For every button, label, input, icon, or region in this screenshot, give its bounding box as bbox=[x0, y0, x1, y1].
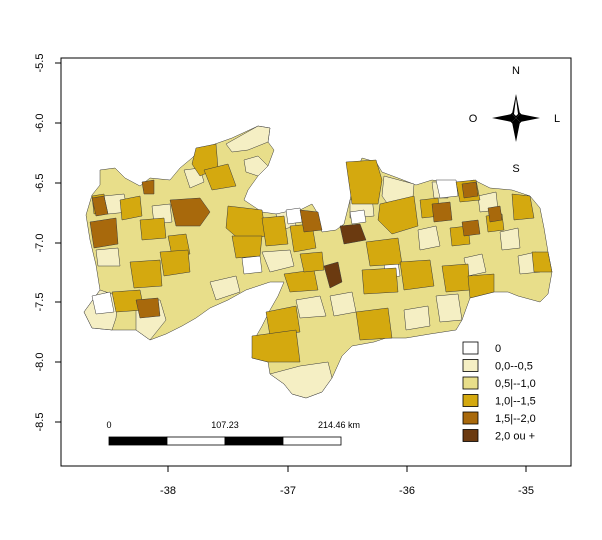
y-axis: -5.5 -6.0 -6.5 -7.0 -7.5 -8.0 -8.5 bbox=[34, 54, 61, 432]
legend-swatch bbox=[462, 376, 479, 390]
legend-swatch bbox=[462, 429, 479, 442]
x-tick-label: -38 bbox=[160, 485, 176, 497]
legend-swatch bbox=[462, 411, 479, 425]
y-tick-label: -5.5 bbox=[34, 54, 46, 73]
y-tick-label: -8.0 bbox=[34, 353, 46, 372]
legend-label: 0,5|--1,0 bbox=[495, 378, 536, 390]
scale-label: 214.46 km bbox=[318, 420, 360, 430]
legend-label: 0,0--0,5 bbox=[495, 361, 533, 373]
y-tick-label: -7.5 bbox=[34, 293, 46, 312]
legend: 0 0,0--0,5 0,5|--1,0 1,0|--1,5 1,5|--2,0 2,0 … bbox=[462, 341, 536, 443]
x-tick-label: -37 bbox=[280, 485, 296, 497]
legend-swatch bbox=[462, 341, 479, 355]
y-tick-label: -6.5 bbox=[34, 174, 46, 193]
compass-east-label: L bbox=[554, 113, 560, 125]
x-axis: -38 -37 -36 -35 bbox=[160, 466, 534, 497]
x-tick-label: -35 bbox=[518, 485, 534, 497]
y-tick-label: -7.0 bbox=[34, 234, 46, 253]
scale-bar: 0 107.23 214.46 km bbox=[106, 420, 360, 446]
compass-north-label: N bbox=[512, 65, 520, 77]
scale-label: 107.23 bbox=[211, 420, 239, 430]
plot-frame bbox=[60, 57, 572, 467]
legend-label: 2,0 ou + bbox=[495, 431, 535, 443]
legend-label: 0 bbox=[495, 343, 501, 355]
compass-rose bbox=[492, 94, 540, 142]
legend-swatch bbox=[462, 394, 479, 407]
x-tick-label: -36 bbox=[399, 485, 415, 497]
compass-south-label: S bbox=[512, 163, 519, 175]
municipality-map bbox=[83, 125, 553, 399]
legend-label: 1,5|--2,0 bbox=[495, 413, 536, 425]
legend-swatch bbox=[462, 359, 479, 372]
compass-west-label: O bbox=[469, 113, 478, 125]
y-tick-label: -8.5 bbox=[34, 413, 46, 432]
legend-label: 1,0|--1,5 bbox=[495, 396, 536, 408]
scale-label: 0 bbox=[106, 420, 111, 430]
y-tick-label: -6.0 bbox=[34, 114, 46, 133]
